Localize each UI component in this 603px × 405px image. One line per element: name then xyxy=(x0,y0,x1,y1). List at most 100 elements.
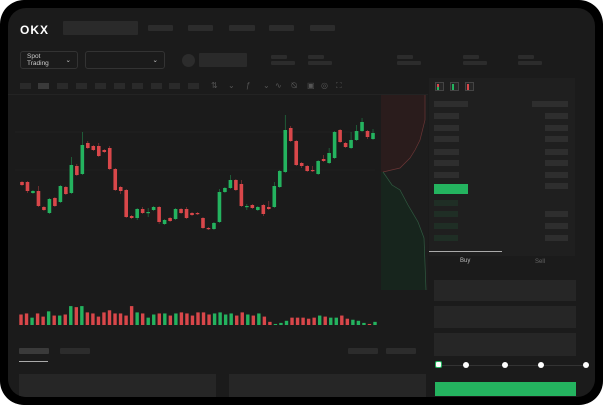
candle-body xyxy=(25,182,30,191)
candle-body xyxy=(349,140,353,148)
tab-order-history[interactable] xyxy=(60,348,90,354)
settings-icon[interactable]: ◎ xyxy=(321,81,328,90)
volume-bar xyxy=(58,315,62,325)
market-type-select[interactable]: Spot Trading ⌄ xyxy=(20,51,78,69)
candle-body xyxy=(234,180,238,190)
interval-button[interactable] xyxy=(57,83,68,89)
chevron-down-icon[interactable]: ⌄ xyxy=(263,81,270,90)
volume-bar xyxy=(24,313,29,325)
candle-body xyxy=(212,223,216,229)
slider-step-100[interactable] xyxy=(583,362,589,368)
nav-item[interactable] xyxy=(229,25,255,31)
assets-panel xyxy=(229,374,426,397)
amount-slider[interactable] xyxy=(439,365,587,366)
candle-body xyxy=(47,199,52,213)
ask-amount xyxy=(545,136,568,142)
tab-buy[interactable]: Buy xyxy=(460,258,471,264)
candle-body xyxy=(168,218,172,221)
volume-bar xyxy=(279,322,283,325)
volume-bar xyxy=(356,320,361,325)
fullscreen-icon[interactable]: ⛶ xyxy=(336,81,342,90)
candle-body xyxy=(223,188,227,192)
tab-sell[interactable]: Sell xyxy=(535,259,546,265)
interval-button[interactable] xyxy=(114,83,125,89)
pair-select[interactable]: ⌄ xyxy=(85,51,165,69)
candle-body xyxy=(80,145,85,174)
interval-button[interactable] xyxy=(132,83,143,89)
price-input[interactable] xyxy=(434,280,576,301)
slider-step-75[interactable] xyxy=(538,362,544,368)
candle-body xyxy=(173,209,178,219)
interval-button[interactable] xyxy=(76,83,87,89)
interval-button[interactable] xyxy=(151,83,162,89)
volume-bar xyxy=(323,316,327,325)
volume-bar xyxy=(246,314,250,325)
search-placeholder[interactable] xyxy=(63,21,138,35)
candle-body xyxy=(146,212,150,214)
candle-body xyxy=(140,209,145,213)
depth-ask-area xyxy=(381,95,425,172)
nav-item[interactable] xyxy=(269,25,294,31)
candle-body xyxy=(42,207,46,210)
bid-price xyxy=(434,235,458,241)
candle-body xyxy=(31,191,35,193)
candle-body xyxy=(75,166,79,175)
volume-bar xyxy=(317,315,322,325)
candle-body xyxy=(354,131,359,140)
volume-bar xyxy=(74,307,79,325)
ask-price xyxy=(434,172,459,178)
volume-bar xyxy=(367,323,372,325)
candle-body xyxy=(343,143,348,147)
candle-type-icon[interactable]: ⇅ xyxy=(211,81,218,90)
volume-bar xyxy=(290,317,294,325)
slider-step-50[interactable] xyxy=(502,362,508,368)
interval-button[interactable] xyxy=(188,83,199,89)
buy-button[interactable] xyxy=(435,382,576,396)
interval-button-active[interactable] xyxy=(38,83,49,89)
active-tab-indicator xyxy=(19,361,48,362)
ask-amount xyxy=(545,172,568,178)
interval-button[interactable] xyxy=(95,83,106,89)
line-icon[interactable]: ∿ xyxy=(275,81,282,90)
interval-button[interactable] xyxy=(20,83,31,89)
volume-bar xyxy=(107,310,112,325)
nav-item[interactable] xyxy=(188,25,213,31)
slider-step-25[interactable] xyxy=(463,362,469,368)
slider-handle[interactable] xyxy=(435,361,442,368)
tab-open-orders[interactable] xyxy=(19,348,49,354)
candle-body xyxy=(91,146,96,150)
chevron-down-icon[interactable]: ⌄ xyxy=(228,81,235,90)
ask-amount xyxy=(545,160,568,166)
total-input[interactable] xyxy=(434,333,576,356)
bid-price xyxy=(434,211,458,217)
orderbook-buy-icon[interactable] xyxy=(450,82,459,91)
filter-button[interactable] xyxy=(386,348,416,354)
orderbook-sell-icon[interactable] xyxy=(465,82,474,91)
chevron-down-icon: ⌄ xyxy=(65,57,71,64)
candle-body xyxy=(228,180,233,188)
volume-bar xyxy=(129,306,134,325)
ask-amount xyxy=(545,125,568,131)
volume-bar xyxy=(196,312,200,325)
orderbook-both-icon[interactable] xyxy=(435,82,444,91)
camera-icon[interactable]: ▣ xyxy=(307,81,315,90)
nav-item[interactable] xyxy=(310,25,335,31)
volume-bar xyxy=(190,315,195,325)
volume-bar xyxy=(63,314,67,325)
candle-body xyxy=(272,186,277,207)
volume-bar xyxy=(185,313,189,325)
interval-button[interactable] xyxy=(169,83,180,89)
depth-bid-line xyxy=(382,171,427,291)
stat-label xyxy=(271,55,287,59)
indicator-icon[interactable]: ƒ xyxy=(246,81,251,90)
candle-body xyxy=(151,207,156,210)
amount-input[interactable] xyxy=(434,306,576,328)
ask-amount xyxy=(545,183,568,189)
candle-body xyxy=(360,122,364,131)
okx-logo: OKX xyxy=(20,23,50,37)
volume-bar xyxy=(240,312,244,325)
ruler-icon[interactable]: ⦰ xyxy=(291,81,298,90)
nav-item[interactable] xyxy=(148,25,173,31)
filter-button[interactable] xyxy=(348,348,378,354)
